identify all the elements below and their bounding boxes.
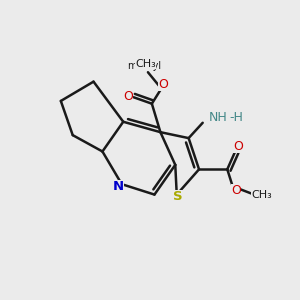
Text: NH: NH (209, 111, 227, 124)
Text: O: O (231, 184, 241, 197)
Text: O: O (123, 90, 133, 103)
Text: O: O (158, 78, 168, 91)
Text: CH₃: CH₃ (135, 59, 156, 69)
Text: N: N (113, 180, 124, 193)
Text: O: O (233, 140, 243, 153)
Text: -H: -H (230, 111, 244, 124)
Text: S: S (173, 190, 183, 203)
Text: methyl: methyl (142, 64, 147, 66)
Text: methyl: methyl (127, 61, 161, 71)
Text: CH₃: CH₃ (251, 190, 272, 200)
